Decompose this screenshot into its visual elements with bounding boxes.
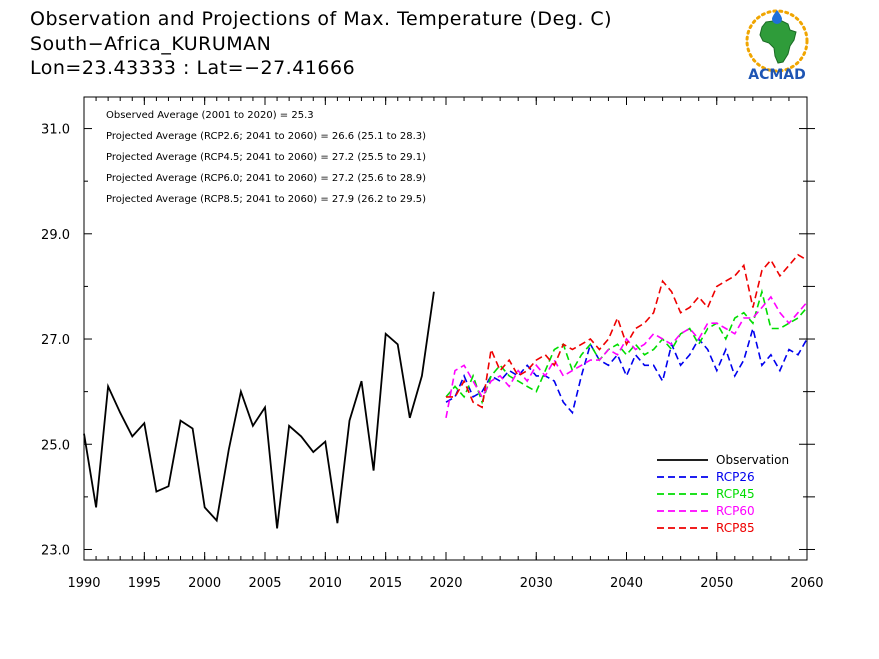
africa-sun-logo-icon [745,9,809,73]
y-tick-label: 23.0 [41,543,70,558]
x-tick-label: 2040 [610,576,643,591]
x-tick-label: 2010 [309,576,342,591]
x-tick-label: 2020 [429,576,462,591]
x-tick-label: 2030 [520,576,553,591]
x-tick-label: 2000 [188,576,221,591]
plot-frame [83,96,808,561]
annotation-line: Projected Average (RCP6.0; 2041 to 2060)… [106,173,426,184]
annotation-line: Observed Average (2001 to 2020) = 25.3 [106,110,314,121]
y-tick-label: 29.0 [41,228,70,243]
series-line-observation [83,291,435,529]
series-layer [83,253,808,529]
station-coordinates: Lon=23.43333 : Lat=−27.41666 [30,57,356,79]
station-name: South−Africa_KURUMAN [30,33,272,55]
x-tick-label: 2050 [700,576,733,591]
x-tick-label: 2015 [369,576,402,591]
x-tick-label: 1990 [67,576,100,591]
x-axis: 1990 1995 2000 2005 2010 2015 2020 2030 2040 2050… [67,97,824,591]
annotation-line: Projected Average (RCP4.5; 2041 to 2060)… [106,152,426,163]
legend-label: RCP60 [716,504,755,518]
y-tick-label: 25.0 [41,438,70,453]
legend: Observation RCP26 RCP45 RCP60 RCP85 [657,453,789,535]
x-tick-label: 2060 [790,576,823,591]
x-tick-label: 1995 [128,576,161,591]
series-line-rcp45 [445,288,808,405]
annotation-block: Observed Average (2001 to 2020) = 25.3 Pr… [106,110,426,205]
legend-label: RCP26 [716,470,755,484]
chart-title: Observation and Projections of Max. Temp… [30,8,613,30]
y-tick-label: 27.0 [41,333,70,348]
legend-label: Observation [716,453,789,467]
series-line-rcp26 [445,325,808,415]
legend-label: RCP45 [716,487,755,501]
series-line-rcp85 [446,253,808,409]
annotation-line: Projected Average (RCP8.5; 2041 to 2060)… [106,194,426,205]
annotation-line: Projected Average (RCP2.6; 2041 to 2060)… [106,131,426,142]
acmad-logo: ACMAD [745,9,809,83]
legend-label: RCP85 [716,521,755,535]
y-axis: 23.0 25.0 27.0 29.0 31.0 [41,123,815,558]
series-line-rcp60 [445,295,808,419]
logo-text: ACMAD [748,67,806,83]
y-tick-label: 31.0 [41,123,70,138]
x-tick-label: 2005 [248,576,281,591]
